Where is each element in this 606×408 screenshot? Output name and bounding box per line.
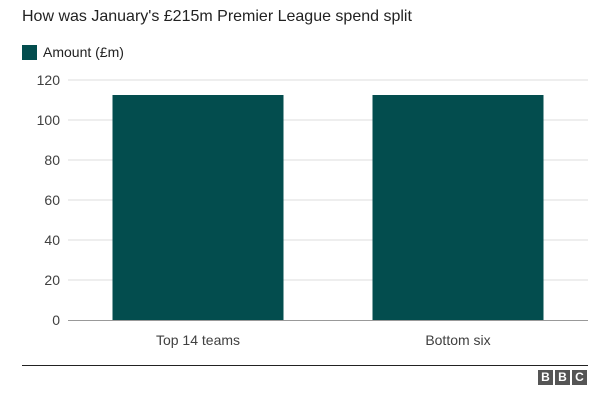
bar	[372, 95, 544, 320]
bar-chart: 0 20 40 60 80 100 120 Top 14 teams Bottom six	[37, 72, 588, 348]
y-tick-label: 100	[37, 112, 61, 128]
legend-swatch	[22, 44, 37, 60]
y-tick-label: 80	[44, 152, 60, 168]
footer-rule	[22, 365, 588, 366]
x-tick-label: Top 14 teams	[156, 332, 240, 348]
legend-label: Amount (£m)	[43, 44, 124, 60]
legend: Amount (£m)	[22, 44, 124, 60]
bbc-logo-letter: B	[538, 370, 553, 385]
chart-title: How was January's £215m Premier League s…	[22, 8, 412, 25]
bbc-logo-letter: B	[555, 370, 570, 385]
bbc-logo: B B C	[538, 370, 587, 385]
y-tick-label: 0	[52, 312, 60, 328]
y-tick-label: 120	[37, 72, 61, 88]
y-tick-label: 40	[44, 232, 60, 248]
y-tick-label: 20	[44, 272, 60, 288]
x-tick-label: Bottom six	[425, 332, 490, 348]
y-tick-label: 60	[44, 192, 60, 208]
bar	[112, 95, 284, 320]
bbc-logo-letter: C	[572, 370, 587, 385]
